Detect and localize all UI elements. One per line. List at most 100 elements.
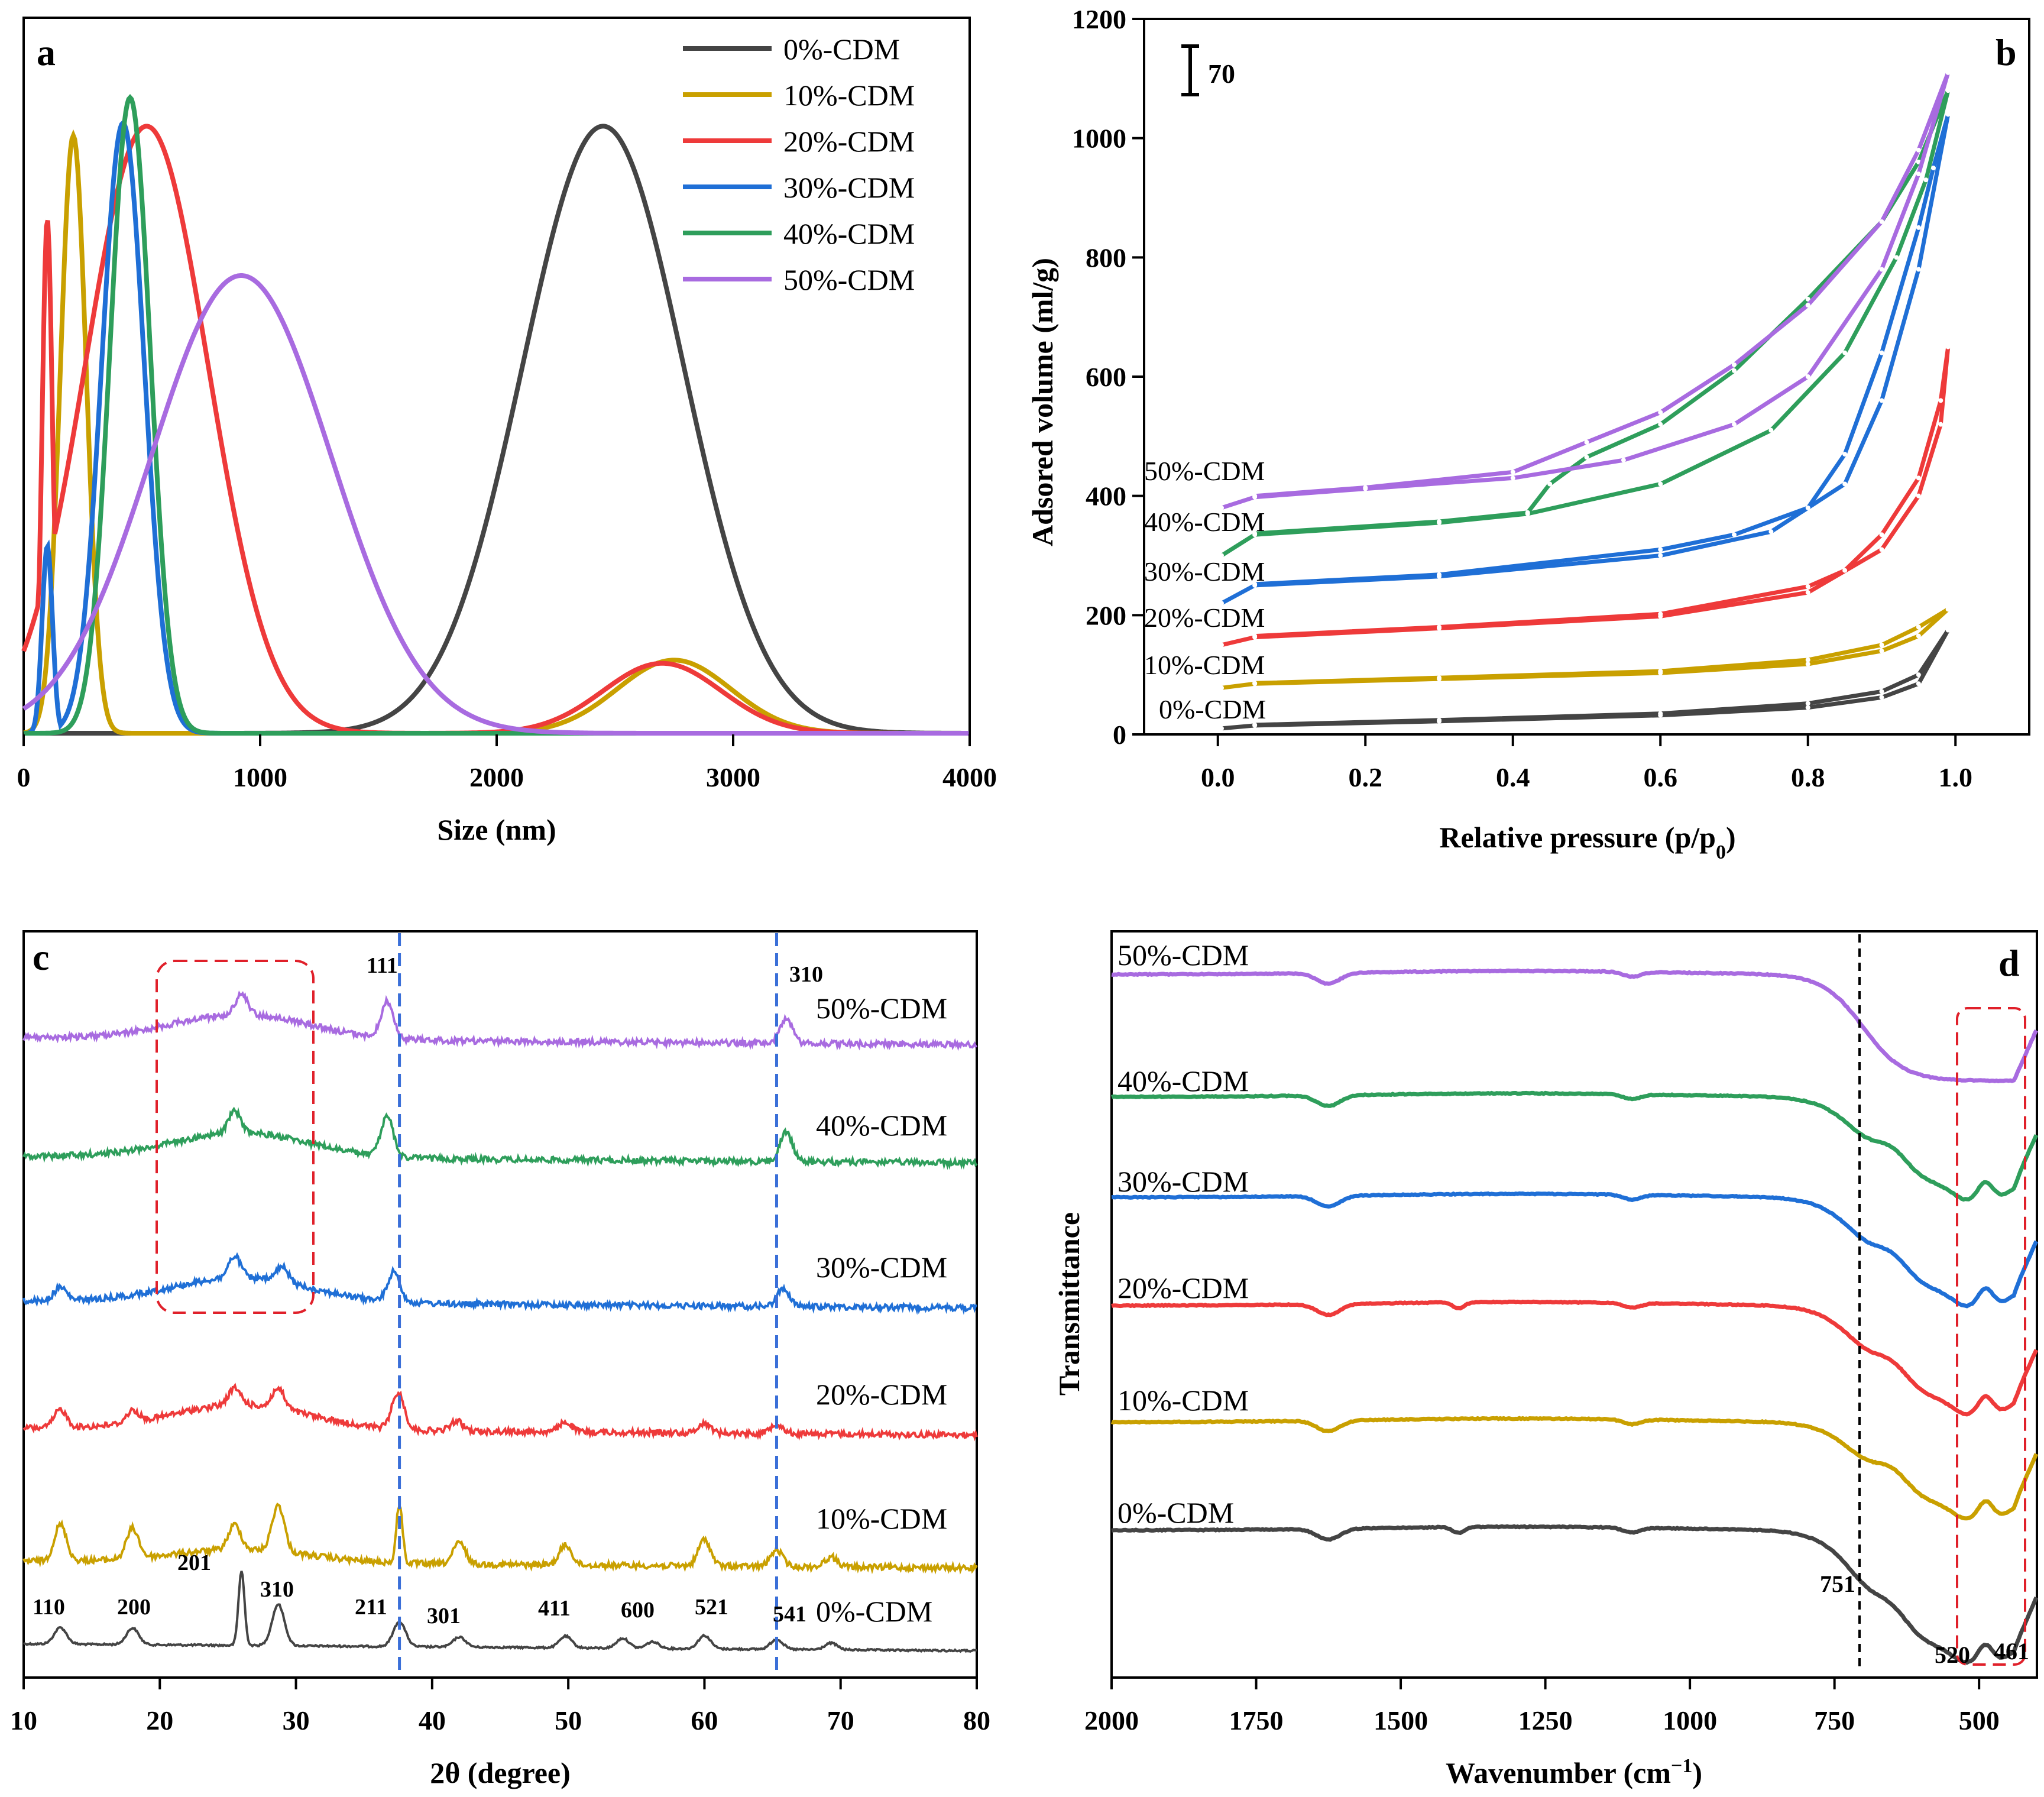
d-xlabel-sup: −1 bbox=[1671, 1755, 1692, 1777]
isotherm-point-50pct-cdm bbox=[1916, 171, 1921, 177]
isotherm-point-20pct-cdm bbox=[1842, 568, 1848, 573]
isotherm-point-30pct-cdm bbox=[1842, 481, 1848, 487]
d-xtick-label: 500 bbox=[1959, 1705, 2000, 1736]
ftir-spectrum-40pct-cdm bbox=[1110, 1090, 2039, 1202]
legend-label-10pct-cdm: 10%-CDM bbox=[783, 79, 915, 112]
b-xtick-label: 0.6 bbox=[1644, 762, 1678, 792]
isotherm-point-50pct-cdm bbox=[1916, 147, 1921, 153]
c-series-label-50pct-cdm: 50%-CDM bbox=[816, 992, 947, 1025]
b-series-label-50pct-cdm: 50%-CDM bbox=[1144, 456, 1265, 486]
panel-a-legend: 0%-CDM 10%-CDM 20%-CDM 30%-CDM 40%-CDM 50%-CD… bbox=[683, 33, 915, 296]
b-xtick-label: 1.0 bbox=[1939, 762, 1973, 792]
isotherm-point-10pct-cdm bbox=[1805, 657, 1810, 662]
isotherm-point-40pct-cdm bbox=[1658, 422, 1663, 427]
isotherm-point-0pct-cdm bbox=[1916, 681, 1921, 687]
xrd-peak-label-411: 411 bbox=[538, 1596, 571, 1621]
b-xtick-label: 0.0 bbox=[1201, 762, 1235, 792]
isotherm-point-40pct-cdm bbox=[1525, 510, 1530, 515]
isotherm-point-0pct-cdm bbox=[1437, 717, 1442, 723]
d-xtick-label: 1000 bbox=[1663, 1705, 1717, 1736]
ftir-spectrum-50pct-cdm bbox=[1111, 968, 2039, 1084]
isotherm-point-0pct-cdm bbox=[1916, 672, 1921, 678]
isotherm-point-30pct-cdm bbox=[1219, 601, 1224, 606]
isotherm-point-10pct-cdm bbox=[1437, 675, 1442, 681]
b-ytick-label: 200 bbox=[1086, 600, 1126, 630]
isotherm-point-30pct-cdm bbox=[1768, 529, 1774, 535]
isotherm-point-0pct-cdm bbox=[1658, 711, 1663, 716]
panel-b-frame bbox=[1143, 18, 2030, 736]
d-series-label-50pct-cdm: 50%-CDM bbox=[1117, 938, 1249, 972]
a-xtick-label: 0 bbox=[17, 762, 31, 792]
isotherm-point-50pct-cdm bbox=[1252, 493, 1258, 498]
isotherm-point-0pct-cdm bbox=[1879, 689, 1884, 694]
b-series-label-0pct-cdm: 0%-CDM bbox=[1159, 694, 1266, 724]
b-series-label-40pct-cdm: 40%-CDM bbox=[1144, 507, 1265, 537]
isotherm-point-0pct-cdm bbox=[1805, 705, 1810, 710]
panel-d-xlabel: Wavenumber (cm−1) bbox=[1446, 1755, 1702, 1790]
ftir-spectrum-20pct-cdm bbox=[1111, 1299, 2039, 1417]
isotherm-point-50pct-cdm bbox=[1621, 458, 1626, 463]
b-series-label-10pct-cdm: 10%-CDM bbox=[1144, 650, 1265, 680]
isotherm-desorption-50pct-cdm bbox=[1254, 72, 1951, 498]
c-xtick-label: 80 bbox=[963, 1705, 990, 1736]
isotherm-point-30pct-cdm bbox=[1916, 267, 1921, 272]
b-ytick-label: 1000 bbox=[1072, 124, 1126, 154]
panel-d-ftir: d 0%-CDM 10%-CDM 20%-CDM 30%-CDM 40%-CDM 50%-… bbox=[1052, 930, 2039, 1790]
isotherm-point-30pct-cdm bbox=[1437, 572, 1442, 577]
c-xtick-label: 50 bbox=[555, 1705, 582, 1736]
isotherm-point-40pct-cdm bbox=[1547, 481, 1553, 487]
xrd-peak-label-201: 201 bbox=[177, 1550, 211, 1575]
isotherm-point-0pct-cdm bbox=[1252, 722, 1258, 727]
isotherm-point-20pct-cdm bbox=[1945, 344, 1951, 349]
isotherm-point-50pct-cdm bbox=[1732, 422, 1737, 427]
isotherm-adsorption-20pct-cdm bbox=[1221, 347, 1951, 647]
b-ytick-label: 0 bbox=[1113, 720, 1126, 750]
panel-b-ylabel: Adsored volume (ml/g) bbox=[1026, 258, 1059, 546]
ftir-spectrum-0pct-cdm bbox=[1111, 1524, 2039, 1665]
isotherm-point-30pct-cdm bbox=[1916, 225, 1921, 230]
xrd-peak-label-301: 301 bbox=[427, 1604, 461, 1628]
isotherm-point-50pct-cdm bbox=[1584, 439, 1589, 445]
isotherm-point-50pct-cdm bbox=[1805, 374, 1810, 379]
isotherm-point-10pct-cdm bbox=[1879, 642, 1884, 647]
scale-bar-label: 70 bbox=[1208, 59, 1235, 89]
isotherm-point-20pct-cdm bbox=[1879, 547, 1884, 552]
a-xtick-label: 2000 bbox=[469, 762, 524, 792]
legend-label-0pct-cdm: 0%-CDM bbox=[783, 33, 900, 66]
isotherm-point-30pct-cdm bbox=[1879, 350, 1884, 355]
xrd-pattern-20pct-cdm bbox=[22, 1382, 978, 1442]
isotherm-point-30pct-cdm bbox=[1732, 532, 1737, 538]
panel-b-isotherms: b 70 0.0 0.2 0.4 0.6 0.8 1.0 0 200 400 600 800 1000… bbox=[1026, 4, 2030, 863]
size-curve-30pct-cdm bbox=[24, 119, 969, 736]
isotherm-point-30pct-cdm bbox=[1930, 166, 1936, 171]
xrd-peak-label-541: 541 bbox=[773, 1602, 806, 1627]
isotherm-point-10pct-cdm bbox=[1252, 681, 1258, 686]
isotherm-point-50pct-cdm bbox=[1510, 470, 1515, 475]
panel-c-frame bbox=[22, 930, 978, 1679]
isotherm-point-50pct-cdm bbox=[1805, 303, 1810, 307]
isotherm-point-20pct-cdm bbox=[1938, 422, 1943, 427]
isotherm-point-20pct-cdm bbox=[1252, 633, 1258, 639]
panel-c-xrd: c 110 200 201 310 211 301 411 600 521 541 111 310 0… bbox=[10, 930, 990, 1789]
c-xtick-label: 60 bbox=[691, 1705, 718, 1736]
annotation-751: 751 bbox=[1820, 1571, 1855, 1597]
xrd-peak-label-521: 521 bbox=[695, 1595, 728, 1620]
panel-a-size-distribution: a 0 1000 2000 3000 4000 Size (nm) 0%-CDM 10%-… bbox=[17, 17, 997, 846]
d-xlabel-close: ) bbox=[1692, 1756, 1702, 1789]
xrd-peak-label-600: 600 bbox=[621, 1598, 655, 1623]
b-xlabel-sub: 0 bbox=[1716, 841, 1726, 863]
d-xtick-label: 750 bbox=[1814, 1705, 1855, 1736]
d-series-label-10pct-cdm: 10%-CDM bbox=[1117, 1384, 1249, 1417]
size-curve-50pct-cdm bbox=[22, 273, 969, 736]
annotation-461: 461 bbox=[1994, 1638, 2029, 1665]
legend-label-50pct-cdm: 50%-CDM bbox=[783, 263, 915, 296]
d-series-label-40pct-cdm: 40%-CDM bbox=[1117, 1064, 1249, 1097]
isotherm-point-30pct-cdm bbox=[1842, 452, 1848, 457]
b-xtick-label: 0.2 bbox=[1349, 762, 1383, 792]
panel-a-xlabel: Size (nm) bbox=[437, 813, 556, 846]
isotherm-point-30pct-cdm bbox=[1945, 112, 1951, 117]
c-xtick-label: 20 bbox=[146, 1705, 173, 1736]
b-xlabel-close: ) bbox=[1726, 821, 1736, 854]
isotherm-point-0pct-cdm bbox=[1945, 627, 1951, 633]
